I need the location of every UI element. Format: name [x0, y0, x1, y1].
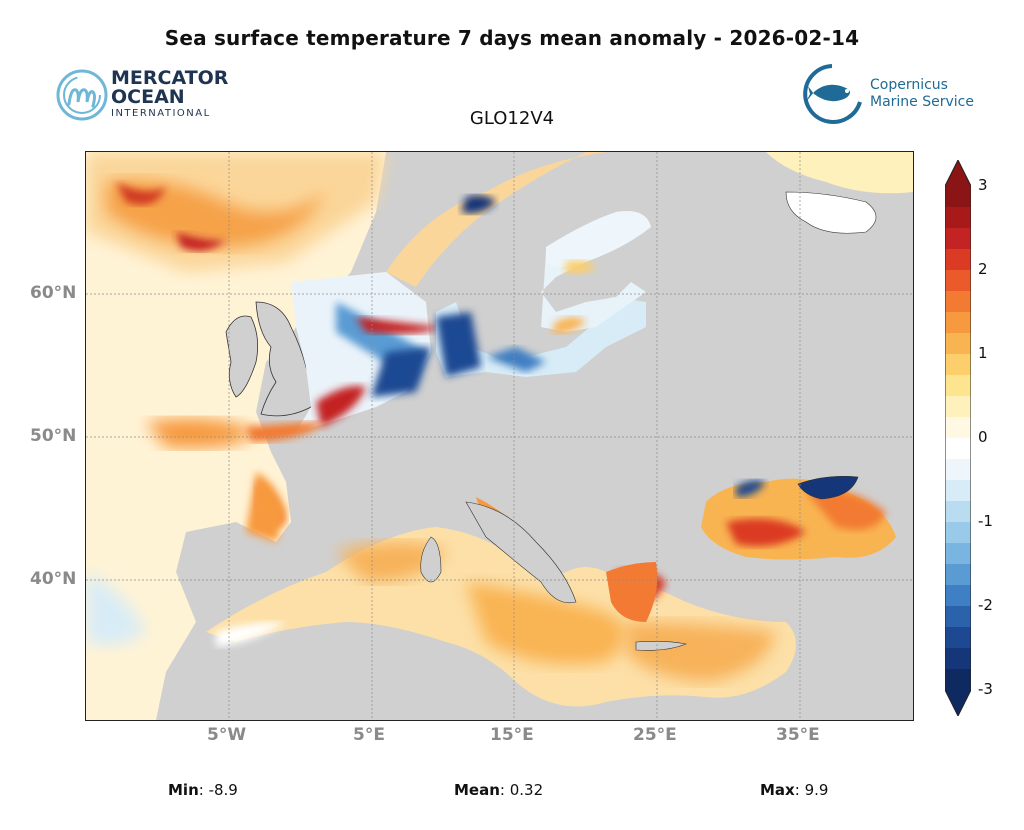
model-subtitle: GLO12V4 — [469, 108, 555, 129]
lon-label-35e: 35°E — [776, 725, 820, 745]
stat-max: Max: 9.9 — [760, 781, 829, 799]
colorbar-tick-label: 0 — [978, 428, 988, 446]
colorbar-segment — [945, 207, 971, 229]
bay-of-biscay — [246, 472, 286, 542]
sst-anomaly-map — [85, 151, 914, 721]
colorbar-segment — [945, 396, 971, 418]
baltic-sea — [436, 211, 651, 377]
map-canvas — [86, 152, 913, 720]
crete — [635, 641, 688, 651]
sardinia — [420, 536, 442, 583]
ireland — [225, 315, 259, 398]
colorbar-segment — [945, 459, 971, 481]
mercator-wordmark: MERCATOR OCEAN INTERNATIONAL — [111, 67, 229, 120]
lon-label-25e: 25°E — [633, 725, 677, 745]
black-sea — [701, 478, 896, 560]
lon-label-5e: 5°E — [353, 725, 385, 745]
chart-title: Sea surface temperature 7 days mean anom… — [164, 26, 860, 50]
colorbar-segment — [945, 270, 971, 292]
colorbar-segment — [945, 186, 971, 208]
colorbar-segment — [945, 417, 971, 439]
colorbar-segment — [945, 438, 971, 460]
aegean-sea — [606, 562, 658, 622]
stat-mean: Mean: 0.32 — [454, 781, 544, 799]
colorbar-bottom-arrow — [945, 690, 971, 716]
colorbar-tick-label: 2 — [978, 260, 988, 278]
sea-of-azov — [797, 476, 859, 500]
mercator-ocean-logo: MERCATOR OCEAN INTERNATIONAL — [55, 68, 235, 122]
colorbar-segment — [945, 501, 971, 523]
colorbar-tick-label: -2 — [978, 596, 993, 614]
white-sea — [785, 191, 877, 234]
graticule — [86, 152, 913, 720]
colorbar-segment — [945, 627, 971, 649]
colorbar-segment — [945, 228, 971, 250]
lon-label-5w: 5°W — [207, 725, 247, 745]
colorbar-segment — [945, 648, 971, 670]
colorbar-segment — [945, 354, 971, 376]
mercator-m-icon — [56, 69, 108, 121]
colorbar-segment — [945, 522, 971, 544]
north-sea — [246, 272, 441, 442]
lat-label-60n: 60°N — [30, 283, 77, 303]
colorbar-segment — [945, 669, 971, 691]
colorbar — [945, 160, 971, 716]
colorbar-tick-label: -3 — [978, 680, 993, 698]
colorbar-segment — [945, 249, 971, 271]
norwegian-sea-coast — [386, 152, 606, 287]
colorbar-tick-label: 1 — [978, 344, 988, 362]
barents-sea — [766, 152, 913, 194]
colorbar-segment — [945, 585, 971, 607]
colorbar-segment — [945, 480, 971, 502]
lon-label-15e: 15°E — [490, 725, 534, 745]
colorbar-tick-label: 3 — [978, 176, 988, 194]
colorbar-segment — [945, 564, 971, 586]
lat-label-40n: 40°N — [30, 569, 77, 589]
copernicus-fish-icon — [803, 64, 862, 124]
stat-min: Min: -8.9 — [168, 781, 238, 799]
copernicus-wordmark: Copernicus Marine Service — [870, 77, 974, 110]
colorbar-segment — [945, 606, 971, 628]
lat-label-50n: 50°N — [30, 426, 77, 446]
colorbar-segment — [945, 291, 971, 313]
great-britain — [255, 301, 314, 417]
colorbar-segment — [945, 375, 971, 397]
colorbar-tick-label: -1 — [978, 512, 993, 530]
colorbar-segment — [945, 333, 971, 355]
copernicus-marine-logo: Copernicus Marine Service — [800, 62, 980, 126]
mediterranean-sea — [206, 527, 796, 707]
colorbar-top-arrow — [945, 160, 971, 186]
colorbar-segment — [945, 312, 971, 334]
colorbar-segment — [945, 543, 971, 565]
